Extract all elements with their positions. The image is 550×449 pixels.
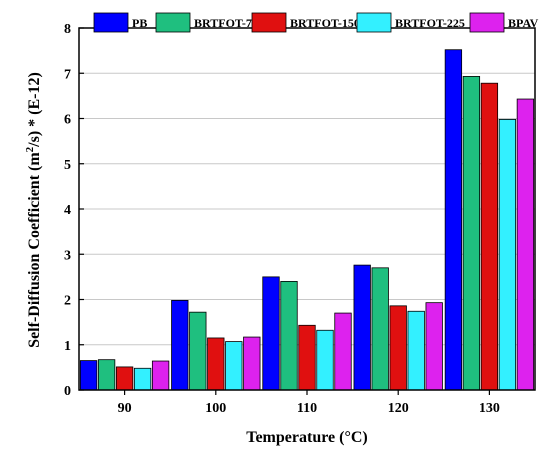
x-tick-label: 120 bbox=[388, 401, 409, 416]
legend-swatch bbox=[155, 12, 191, 33]
bar-brtfot-75-130 bbox=[462, 76, 481, 391]
bar-pb-130 bbox=[444, 49, 463, 391]
bar-bpav-130 bbox=[516, 98, 535, 391]
bar-bpav-120 bbox=[425, 302, 443, 391]
bar-brtfot-75-100 bbox=[189, 311, 207, 391]
y-tick-label: 4 bbox=[64, 203, 71, 218]
bar-brtfot-150-90 bbox=[115, 366, 134, 391]
bar-pb-100 bbox=[171, 300, 189, 391]
bar-brtfot-75-110 bbox=[280, 280, 298, 391]
legend-label: BPAV bbox=[508, 16, 539, 30]
bar-brtfot-225-90 bbox=[133, 367, 152, 391]
bar-brtfot-150-130 bbox=[480, 82, 499, 391]
bar-bpav-110 bbox=[334, 312, 352, 391]
legend-label: BRTFOT-150 bbox=[290, 16, 360, 30]
bar-brtfot-225-120 bbox=[407, 310, 425, 391]
bar-brtfot-225-100 bbox=[225, 341, 243, 391]
legend-label: PB bbox=[132, 16, 147, 30]
y-tick-label: 7 bbox=[64, 67, 71, 82]
gridlines bbox=[79, 72, 535, 346]
legend-item-brtfot-75: BRTFOT-75 bbox=[155, 12, 258, 33]
y-tick-label: 5 bbox=[64, 158, 71, 173]
y-tick-label: 8 bbox=[64, 22, 71, 37]
x-tick-label: 100 bbox=[205, 401, 226, 416]
x-tick-label: 110 bbox=[297, 401, 317, 416]
bar-brtfot-225-130 bbox=[498, 119, 517, 391]
x-axis-title: Temperature (°C) bbox=[246, 429, 367, 446]
legend-swatch bbox=[251, 12, 287, 33]
legend-swatch bbox=[469, 12, 505, 33]
bars bbox=[79, 49, 535, 391]
y-tick-label: 2 bbox=[64, 294, 71, 309]
bar-bpav-100 bbox=[243, 336, 261, 391]
y-axis-title-superscript: 2 bbox=[24, 146, 36, 152]
y-tick-label: 1 bbox=[64, 339, 71, 354]
bar-brtfot-75-90 bbox=[97, 359, 116, 391]
x-axis: 90 100 110 120 130 bbox=[118, 390, 500, 416]
y-axis-title-part-3: /s) * (E-12) bbox=[26, 72, 43, 148]
legend: PB BRTFOT-75 BRTFOT-150 BRTFOT-225 BPAV bbox=[93, 12, 539, 33]
bar-brtfot-150-110 bbox=[298, 324, 316, 391]
legend-item-brtfot-150: BRTFOT-150 bbox=[251, 12, 360, 33]
legend-label: BRTFOT-225 bbox=[395, 16, 465, 30]
bar-pb-110 bbox=[262, 276, 280, 391]
legend-label: BRTFOT-75 bbox=[194, 16, 258, 30]
legend-swatch bbox=[356, 12, 392, 33]
x-tick-label: 90 bbox=[118, 401, 132, 416]
x-tick-label: 130 bbox=[479, 401, 500, 416]
bar-bpav-90 bbox=[151, 360, 170, 391]
y-tick-label: 3 bbox=[64, 248, 71, 263]
legend-item-pb: PB bbox=[93, 12, 147, 33]
y-tick-label: 0 bbox=[64, 384, 71, 399]
bar-pb-90 bbox=[79, 360, 98, 391]
bar-brtfot-75-120 bbox=[371, 267, 389, 391]
y-axis-title-part-1: Self-Diffusion Coefficient (m bbox=[26, 152, 43, 348]
bar-brtfot-150-120 bbox=[389, 305, 407, 391]
legend-item-brtfot-225: BRTFOT-225 bbox=[356, 12, 465, 33]
bar-brtfot-225-110 bbox=[316, 329, 334, 391]
legend-swatch bbox=[93, 12, 129, 33]
y-axis: 0 1 2 3 4 5 6 7 8 bbox=[64, 22, 84, 399]
y-axis-title: Self-Diffusion Coefficient (m2/s) * (E-1… bbox=[24, 72, 43, 348]
y-tick-label: 6 bbox=[64, 113, 71, 128]
bar-brtfot-150-100 bbox=[207, 337, 225, 391]
legend-item-bpav: BPAV bbox=[469, 12, 539, 33]
bar-pb-120 bbox=[353, 264, 371, 391]
